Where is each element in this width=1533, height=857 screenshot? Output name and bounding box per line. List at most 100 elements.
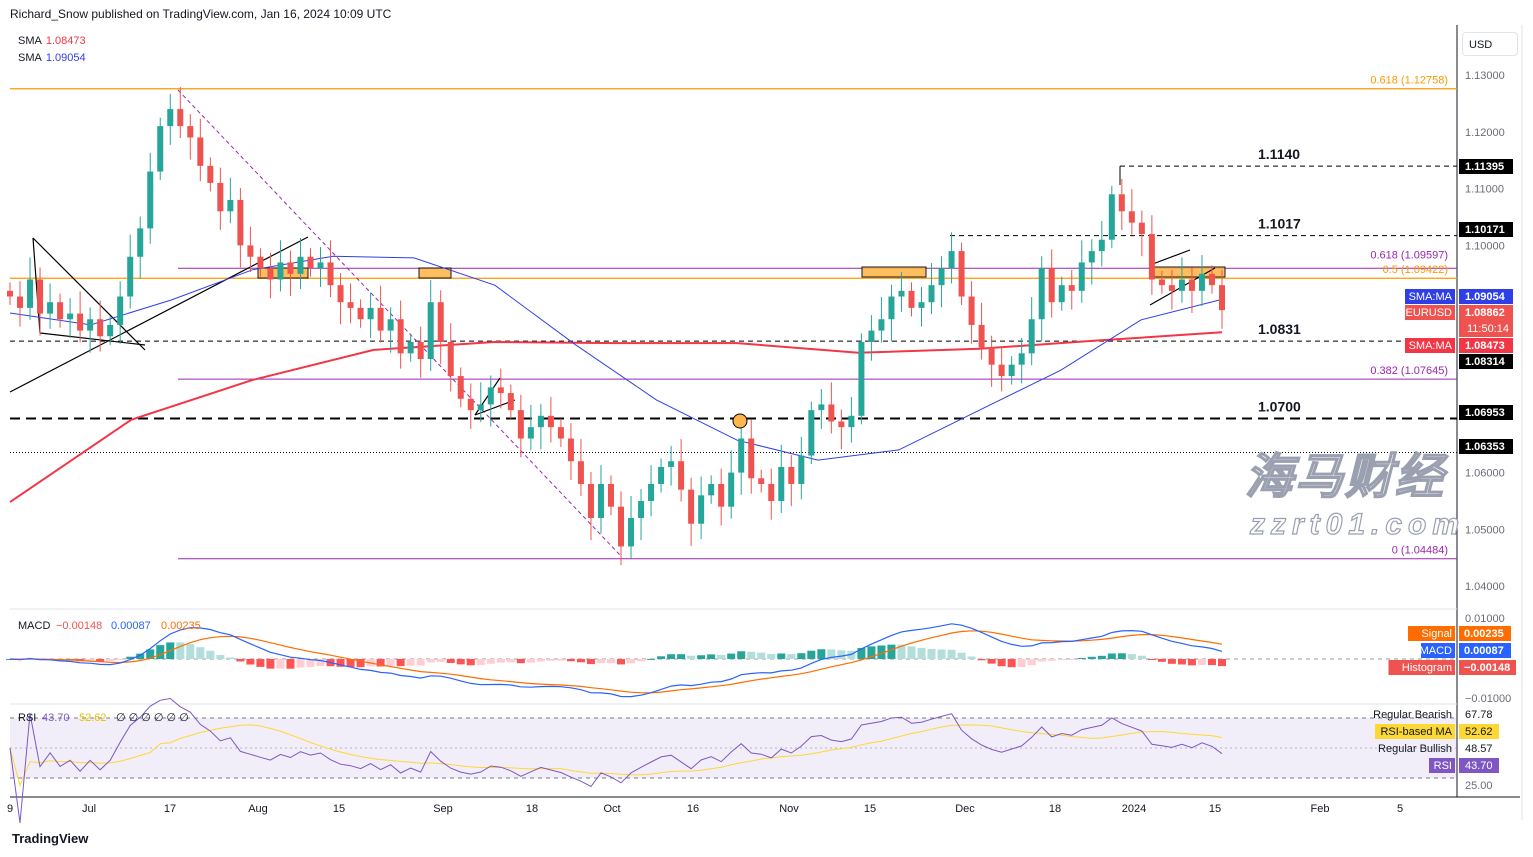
macd-histogram-bar (777, 653, 786, 659)
price-tag-bg (1459, 305, 1513, 337)
macd-tick-label: −0.01000 (1465, 693, 1511, 705)
candle-body (237, 199, 244, 246)
macd-histogram-bar (1157, 659, 1166, 662)
macd-histogram-bar (336, 659, 345, 667)
candle-body (868, 330, 875, 342)
macd-histogram-bar (917, 647, 926, 659)
fib-label: 0.618 (1.12758) (1370, 75, 1448, 87)
macd-value: 0.00087 (111, 620, 151, 632)
macd-histogram-bar (907, 646, 916, 659)
macd-histogram-bar (797, 653, 806, 659)
candle-body (87, 319, 94, 331)
supply-zone-rect (418, 267, 452, 279)
price-tick-label: 1.10000 (1465, 240, 1505, 252)
candle-body (1108, 194, 1115, 240)
macd-tag-name: MACD (1420, 645, 1452, 657)
trend-line (1149, 249, 1191, 266)
sma-legend-1[interactable]: SMA 1.08473 (18, 35, 86, 47)
price-tag-name-bg (1405, 305, 1455, 320)
macd-histogram-bar (1127, 654, 1136, 659)
candle-body (1208, 273, 1215, 286)
candle-body (788, 466, 795, 484)
macd-histogram-bar (717, 654, 726, 659)
macd-histogram-bar (1167, 659, 1176, 664)
candle-body (818, 404, 825, 411)
candle-body (688, 489, 695, 524)
candle-body (307, 256, 314, 269)
macd-histogram-bar (887, 644, 896, 659)
event-marker-icon (732, 413, 748, 429)
tradingview-logo[interactable]: TradingView (12, 831, 89, 846)
candle-body (607, 483, 614, 507)
candle-body (357, 307, 364, 320)
macd-histogram-bar (246, 659, 255, 665)
macd-histogram-bar (1047, 659, 1056, 661)
candle-body (77, 313, 84, 331)
macd-histogram-bar (196, 647, 205, 659)
macd-histogram-bar (787, 654, 796, 659)
time-tick-label: 9 (7, 803, 13, 815)
macd-signal-value: 0.00235 (161, 620, 201, 632)
rsi-tick-label: 25.00 (1465, 780, 1493, 792)
currency-button[interactable]: USD (1462, 32, 1518, 56)
candle-body (758, 478, 765, 484)
time-tick-label: 17 (164, 803, 176, 815)
candle-body (27, 279, 34, 308)
sma-label: SMA (18, 52, 42, 64)
candle-body (217, 182, 224, 212)
price-tag-value: 1.10171 (1465, 224, 1505, 236)
time-tick-label: Jul (82, 803, 96, 815)
candle-body (547, 415, 554, 428)
rsi-value: 43.70 (42, 712, 70, 724)
macd-histogram-bar (667, 654, 676, 659)
rsi-ma-value: 52.62 (79, 712, 107, 724)
macd-histogram-bar (1027, 659, 1036, 666)
macd-title: MACD (18, 620, 50, 632)
macd-histogram-bar (256, 659, 265, 667)
sma-legend-2[interactable]: SMA 1.09054 (18, 52, 86, 64)
macd-histogram-bar (566, 659, 575, 662)
candle-body (287, 262, 294, 274)
candle-body (257, 256, 264, 269)
candle-body (698, 495, 705, 524)
macd-histogram-bar (947, 649, 956, 659)
candle-body (417, 341, 424, 359)
candle-body (577, 461, 584, 484)
candle-body (117, 296, 124, 325)
macd-histogram-bar (977, 659, 986, 661)
macd-histogram-bar (226, 657, 235, 659)
price-tick-label: 1.04000 (1465, 581, 1505, 593)
macd-histogram-bar (606, 659, 615, 664)
sma-value: 1.09054 (45, 52, 86, 64)
macd-histogram-bar (556, 659, 565, 661)
candle-body (958, 251, 965, 297)
time-tick-label: Feb (1311, 803, 1330, 815)
macd-histogram-bar (1067, 659, 1076, 660)
macd-histogram-bar (446, 659, 455, 664)
candle-body (597, 483, 604, 519)
candle-body (1158, 279, 1165, 286)
time-tick-label: Oct (603, 803, 620, 815)
macd-histogram-bar (1137, 655, 1146, 659)
macd-histogram-bar (266, 659, 275, 669)
macd-histogram-bar (426, 659, 435, 663)
rsi-divergence-values: ∅ ∅ ∅ ∅ ∅ ∅ (116, 712, 189, 724)
rsi-tag-value: 48.57 (1465, 743, 1493, 755)
candle-body (567, 438, 574, 462)
rsi-tag-name: RSI (1434, 760, 1452, 772)
macd-histogram (6, 642, 1226, 669)
time-tick-label: 15 (1209, 803, 1221, 815)
candle-body (648, 483, 655, 501)
macd-histogram-bar (476, 659, 485, 666)
macd-histogram-bar (1197, 659, 1206, 665)
candle-body (878, 319, 885, 331)
fib-label: 0.5 (1.09422) (1383, 264, 1448, 276)
macd-histogram-bar (637, 659, 646, 662)
rsi-tag-bg (1459, 724, 1499, 739)
fib-label: 0.382 (1.07645) (1370, 365, 1448, 377)
macd-histogram-bar (356, 659, 365, 668)
candle-body (497, 387, 504, 394)
candle-body (678, 461, 685, 490)
candle-body (718, 483, 725, 507)
